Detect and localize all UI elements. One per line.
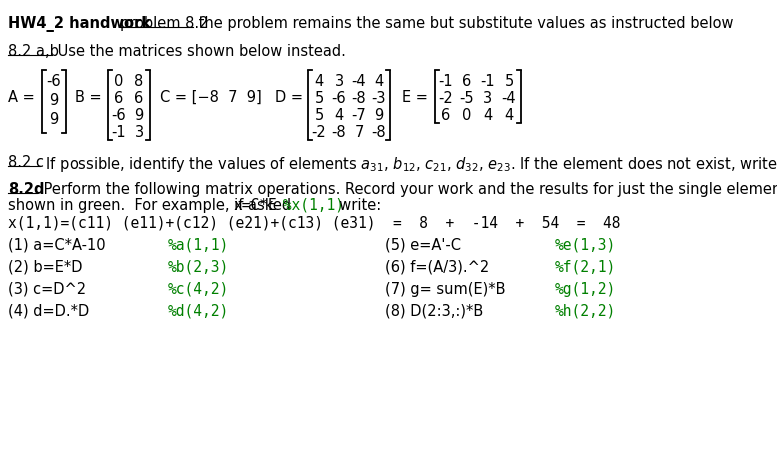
Text: Perform the following matrix operations. Record your work and the results for ju: Perform the following matrix operations.… bbox=[39, 182, 777, 197]
Text: E =: E = bbox=[402, 90, 428, 105]
Text: Use the matrices shown below instead.: Use the matrices shown below instead. bbox=[53, 44, 346, 59]
Text: 4: 4 bbox=[315, 74, 324, 89]
Text: 3: 3 bbox=[134, 125, 144, 140]
Text: %g(1,2): %g(1,2) bbox=[555, 282, 616, 297]
Text: -1: -1 bbox=[439, 74, 453, 89]
Text: problem 8.2: problem 8.2 bbox=[120, 16, 208, 31]
Text: -8: -8 bbox=[332, 125, 347, 140]
Text: (6) f=(A/3).^2: (6) f=(A/3).^2 bbox=[385, 260, 490, 275]
Text: 0: 0 bbox=[114, 74, 124, 89]
Text: (2) b=E*D: (2) b=E*D bbox=[8, 260, 82, 275]
Text: 6: 6 bbox=[462, 74, 472, 89]
Text: 4: 4 bbox=[504, 108, 514, 123]
Text: (5) e=A'-C: (5) e=A'-C bbox=[385, 238, 461, 253]
Text: the problem remains the same but substitute values as instructed below: the problem remains the same but substit… bbox=[194, 16, 733, 31]
Text: %a(1,1): %a(1,1) bbox=[168, 238, 229, 253]
Text: -7: -7 bbox=[352, 108, 367, 123]
Text: 4: 4 bbox=[483, 108, 493, 123]
Text: -2: -2 bbox=[312, 125, 326, 140]
Text: shown in green.  For example, if asked: shown in green. For example, if asked bbox=[8, 198, 296, 213]
Text: 8: 8 bbox=[134, 74, 144, 89]
Text: x=C*E: x=C*E bbox=[233, 198, 277, 213]
Text: -8: -8 bbox=[352, 91, 366, 106]
Text: %c(4,2): %c(4,2) bbox=[168, 282, 229, 297]
Text: 3: 3 bbox=[483, 91, 493, 106]
Text: 3: 3 bbox=[334, 74, 343, 89]
Text: (1) a=C*A-10: (1) a=C*A-10 bbox=[8, 238, 106, 253]
Text: 9: 9 bbox=[50, 112, 58, 127]
Text: (4) d=D.*D: (4) d=D.*D bbox=[8, 304, 89, 319]
Text: -1: -1 bbox=[112, 125, 127, 140]
Text: HW4_2 handwork: HW4_2 handwork bbox=[8, 16, 151, 32]
Text: (3) c=D^2: (3) c=D^2 bbox=[8, 282, 86, 297]
Text: 9: 9 bbox=[375, 108, 384, 123]
Text: If possible, identify the values of elements $a_{31}$, $b_{12}$, $c_{21}$, $d_{3: If possible, identify the values of elem… bbox=[41, 155, 777, 174]
Text: 0: 0 bbox=[462, 108, 472, 123]
Text: 9: 9 bbox=[50, 93, 58, 108]
Text: -8: -8 bbox=[371, 125, 386, 140]
Text: C = [−8  7  9]: C = [−8 7 9] bbox=[160, 90, 262, 105]
Text: %x(1,1): %x(1,1) bbox=[274, 198, 344, 213]
Text: 8.2 a,b: 8.2 a,b bbox=[8, 44, 59, 59]
Text: (8) D(2:3,:)*B: (8) D(2:3,:)*B bbox=[385, 304, 483, 319]
Text: -3: -3 bbox=[371, 91, 386, 106]
Text: 6: 6 bbox=[114, 91, 124, 106]
Text: 5: 5 bbox=[315, 91, 324, 106]
Text: 8.2 c: 8.2 c bbox=[8, 155, 44, 170]
Text: 7: 7 bbox=[354, 125, 364, 140]
Text: %e(1,3): %e(1,3) bbox=[555, 238, 616, 253]
Text: -4: -4 bbox=[352, 74, 366, 89]
Text: 4: 4 bbox=[375, 74, 384, 89]
Text: %b(2,3): %b(2,3) bbox=[168, 260, 229, 275]
Text: 6: 6 bbox=[134, 91, 144, 106]
Text: B =: B = bbox=[75, 90, 102, 105]
Text: 6: 6 bbox=[441, 108, 451, 123]
Text: 5: 5 bbox=[504, 74, 514, 89]
Text: 8.2d: 8.2d bbox=[8, 182, 44, 197]
Text: %d(4,2): %d(4,2) bbox=[168, 304, 229, 319]
Text: %h(2,2): %h(2,2) bbox=[555, 304, 616, 319]
Text: (7) g= sum(E)*B: (7) g= sum(E)*B bbox=[385, 282, 506, 297]
Text: -2: -2 bbox=[439, 91, 453, 106]
Text: -6: -6 bbox=[47, 74, 61, 89]
Text: -4: -4 bbox=[502, 91, 516, 106]
Text: write:: write: bbox=[330, 198, 382, 213]
Text: -6: -6 bbox=[112, 108, 127, 123]
Text: -5: -5 bbox=[460, 91, 474, 106]
Text: 4: 4 bbox=[334, 108, 343, 123]
Text: x(1,1)=(c11) (e11)+(c12) (e21)+(c13) (e31)  =  8  +  -14  +  54  =  48: x(1,1)=(c11) (e11)+(c12) (e21)+(c13) (e3… bbox=[8, 215, 621, 230]
Text: 9: 9 bbox=[134, 108, 144, 123]
Text: -6: -6 bbox=[332, 91, 347, 106]
Text: 5: 5 bbox=[315, 108, 324, 123]
Text: %f(2,1): %f(2,1) bbox=[555, 260, 616, 275]
Text: -1: -1 bbox=[481, 74, 495, 89]
Text: D =: D = bbox=[275, 90, 303, 105]
Text: A =: A = bbox=[8, 90, 35, 105]
